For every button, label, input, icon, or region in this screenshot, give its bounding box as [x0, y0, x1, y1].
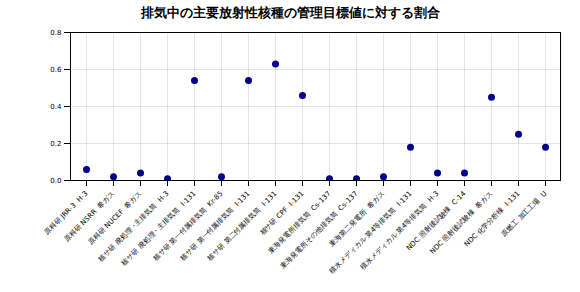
svg-text:積水メディカル 第4等排気筒 I-131: 積水メディカル 第4等排気筒 I-131 [327, 189, 414, 276]
svg-text:0.4: 0.4 [50, 103, 62, 111]
svg-text:核サ研 第一付属排気筒 Kr-85: 核サ研 第一付属排気筒 Kr-85 [151, 189, 225, 263]
svg-text:東海第二発電所 希ガス: 東海第二発電所 希ガス [328, 189, 387, 248]
svg-text:0.2: 0.2 [50, 140, 61, 148]
svg-text:東海発電所その他排気筒 Cs-137: 東海発電所その他排気筒 Cs-137 [279, 189, 360, 271]
svg-text:0.6: 0.6 [50, 66, 62, 74]
svg-text:積水メディカル 第4等排気筒 H-3: 積水メディカル 第4等排気筒 H-3 [358, 189, 441, 272]
svg-text:核サ研 第一付属排気筒 I-131: 核サ研 第一付属排気筒 I-131 [178, 189, 252, 263]
svg-text:核サ研 廃処理・主排気筒 I-131: 核サ研 廃処理・主排気筒 I-131 [120, 189, 198, 268]
svg-text:0.0: 0.0 [50, 177, 61, 185]
svg-text:核サ研 廃処理・主排気筒 H-3: 核サ研 廃処理・主排気筒 H-3 [97, 189, 171, 264]
svg-text:NDC 化学分析棟 I-131: NDC 化学分析棟 I-131 [462, 189, 522, 249]
svg-text:核サ研 CPF I-131: 核サ研 CPF I-131 [258, 190, 306, 238]
svg-text:NDC 照射後試験棟 希ガス: NDC 照射後試験棟 希ガス [428, 189, 495, 256]
svg-text:0.8: 0.8 [50, 29, 61, 37]
svg-text:原燃工 加工工場 U: 原燃工 加工工場 U [500, 190, 549, 239]
svg-text:NDC 照射後試験棟 C-14: NDC 照射後試験棟 C-14 [404, 189, 468, 253]
html-text:排気中の主要放射性核種の管理目標値に対する割合: 排気中の主要放射性核種の管理目標値に対する割合 [140, 5, 440, 20]
svg-text:原科研 NSRR 希ガス: 原科研 NSRR 希ガス [63, 190, 117, 244]
svg-text:原科研 JRR-3 H-3: 原科研 JRR-3 H-3 [43, 190, 90, 237]
svg-text:東海発電所排気筒 Cs-137: 東海発電所排気筒 Cs-137 [266, 189, 333, 256]
svg-text:原科研 NUCEF 希ガス: 原科研 NUCEF 希ガス [87, 190, 144, 247]
svg-text:核サ研 第二付属排気筒 I-131: 核サ研 第二付属排気筒 I-131 [205, 189, 279, 263]
